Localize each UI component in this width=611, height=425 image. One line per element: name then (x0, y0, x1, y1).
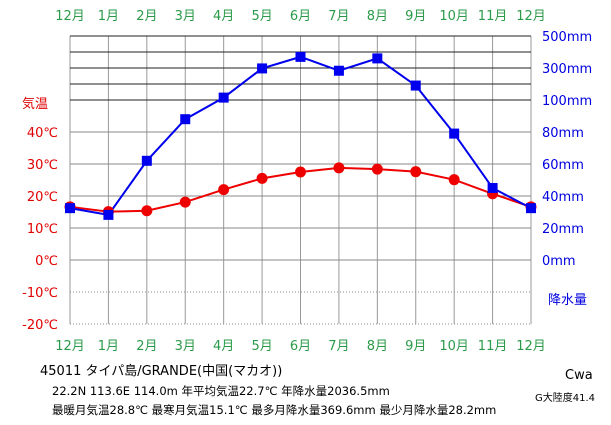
temperature-point (410, 166, 422, 178)
month-label-bottom: 6月 (290, 339, 311, 354)
temperature-point (448, 174, 460, 186)
temperature-tick-label: 0℃ (35, 254, 58, 269)
month-label-bottom: 12月 (516, 339, 546, 354)
temperature-tick-label: 10℃ (27, 222, 58, 237)
month-label-top: 12月 (55, 9, 85, 24)
temperature-point (295, 166, 306, 178)
temperature-point (371, 163, 383, 175)
precipitation-tick-label: 0mm (542, 254, 576, 269)
chart-grid (69, 35, 532, 325)
month-label-bottom: 4月 (213, 339, 234, 354)
month-label-top: 8月 (367, 9, 388, 24)
precipitation-point (526, 203, 536, 214)
precipitation-point (257, 63, 268, 74)
temperature-tick-labels: 40℃ 30℃ 20℃ 10℃ 0℃ -10℃ -20℃ (22, 126, 58, 333)
month-label-bottom: 3月 (175, 339, 196, 354)
precipitation-tick-label: 60mm (542, 158, 584, 173)
month-label-top: 12月 (516, 9, 546, 24)
precipitation-tick-label: 20mm (542, 222, 584, 237)
bottom-month-labels: 12月 1月 2月 3月 4月 5月 6月 7月 8月 9月 10月 11月 12月 (55, 339, 546, 354)
month-label-bottom: 5月 (251, 339, 272, 354)
precipitation-tick-labels: 500mm 300mm 100mm 80mm 60mm 40mm 20mm 0mm (542, 30, 592, 269)
precipitation-point (449, 128, 460, 139)
month-label-top: 3月 (175, 9, 196, 24)
temperature-point (333, 162, 345, 174)
precipitation-tick-label: 500mm (542, 30, 592, 45)
month-label-bottom: 1月 (98, 339, 119, 354)
precipitation-point (410, 80, 421, 91)
month-label-top: 9月 (405, 9, 426, 24)
precipitation-tick-label: 100mm (542, 94, 592, 109)
temperature-tick-label: 40℃ (27, 126, 58, 141)
month-label-bottom: 11月 (478, 339, 508, 354)
station-stats-line2: 最暖月気温28.8℃ 最寒月気温15.1℃ 最多月降水量369.6mm 最少月降… (52, 403, 497, 417)
precipitation-point (372, 53, 383, 64)
month-label-top: 6月 (290, 9, 311, 24)
month-label-top: 4月 (213, 9, 234, 24)
month-label-bottom: 12月 (55, 339, 85, 354)
temperature-point (256, 172, 268, 184)
temperature-point (141, 205, 153, 217)
month-label-top: 2月 (136, 9, 157, 24)
precipitation-tick-label: 40mm (542, 190, 584, 205)
month-label-bottom: 2月 (136, 339, 157, 354)
precipitation-point (65, 203, 75, 214)
temperature-tick-label: -20℃ (22, 318, 58, 333)
precipitation-axis-label: 降水量 (548, 293, 587, 308)
precipitation-point (103, 209, 114, 220)
temperature-tick-label: 30℃ (27, 158, 58, 173)
month-label-top: 7月 (328, 9, 349, 24)
precipitation-point (333, 65, 344, 76)
temperature-tick-label: -10℃ (22, 286, 58, 301)
series-markers (64, 51, 537, 220)
temperature-point (218, 184, 230, 196)
month-label-top: 5月 (251, 9, 272, 24)
station-title: 45011 タイパ島/GRANDE(中国(マカオ)) (40, 364, 283, 379)
precipitation-point (295, 51, 306, 62)
month-label-bottom: 8月 (367, 339, 388, 354)
month-label-top: 1月 (98, 9, 119, 24)
temperature-point (179, 196, 191, 208)
temperature-tick-label: 20℃ (27, 190, 58, 205)
station-stats-line1: 22.2N 113.6E 114.0m 年平均気温22.7℃ 年降水量2036.… (52, 384, 390, 398)
month-label-bottom: 7月 (328, 339, 349, 354)
precipitation-tick-label: 80mm (542, 126, 584, 141)
continentality-index: G大陸度41.4 (535, 393, 596, 404)
climate-class: Cwa (565, 368, 593, 383)
month-label-bottom: 9月 (405, 339, 426, 354)
top-month-labels: 12月 1月 2月 3月 4月 5月 6月 7月 8月 9月 10月 11月 12月 (55, 9, 546, 24)
month-label-bottom: 10月 (439, 339, 469, 354)
precipitation-tick-label: 300mm (542, 62, 592, 77)
precipitation-point (218, 92, 229, 103)
precipitation-point (180, 114, 191, 125)
month-label-top: 10月 (439, 9, 469, 24)
temperature-axis-label: 気温 (22, 96, 48, 112)
precipitation-point (487, 183, 498, 193)
precipitation-point (141, 155, 152, 166)
month-label-top: 11月 (478, 9, 508, 24)
